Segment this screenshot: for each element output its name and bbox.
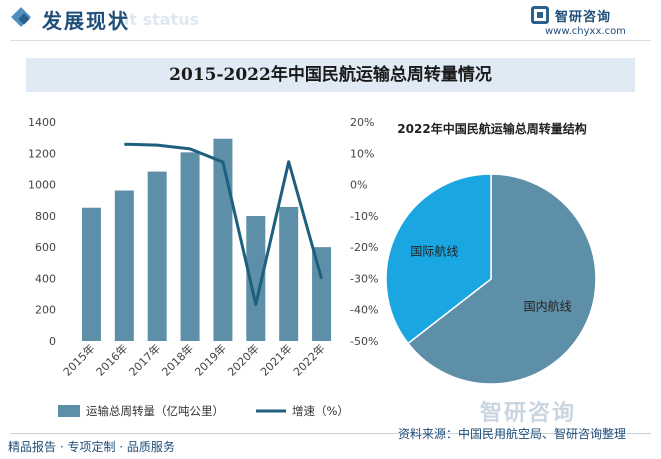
- x-tick-label: 2018年: [159, 341, 196, 378]
- y-tick-label: 1400: [28, 116, 56, 129]
- y2-tick-label: -30%: [350, 272, 378, 285]
- x-tick-label: 2015年: [60, 341, 97, 378]
- y-tick-label: 0: [49, 335, 56, 348]
- y-tick-label: 400: [35, 272, 56, 285]
- header-subtitle-watermark: nt status: [118, 10, 200, 29]
- bar-2020年: [246, 216, 266, 341]
- x-tick-label: 2020年: [224, 341, 261, 378]
- x-tick-label: 2017年: [126, 341, 163, 378]
- x-tick-label: 2016年: [93, 341, 130, 378]
- pie-slice-0: [406, 173, 597, 385]
- bar-2015年: [81, 207, 101, 341]
- x-tick-label: 2019年: [192, 341, 229, 378]
- bar-2022年: [312, 247, 332, 341]
- header: nt status 发展现状 智研咨询 www.chyxx.com: [0, 0, 661, 40]
- logo-icon: [531, 6, 549, 24]
- y-tick-label: 800: [35, 210, 56, 223]
- y-tick-label: 200: [35, 304, 56, 317]
- y2-tick-label: 10%: [350, 147, 374, 160]
- x-tick-label: 2021年: [257, 341, 294, 378]
- y-tick-label: 1200: [28, 147, 56, 160]
- pie-title: 2022年中国民航运输总周转量结构: [397, 121, 586, 136]
- pie-label: 国内航线: [524, 299, 572, 314]
- y2-tick-label: 20%: [350, 116, 374, 129]
- bar-2017年: [147, 171, 167, 341]
- y2-tick-label: -10%: [350, 210, 378, 223]
- pie-slice-1: [385, 173, 492, 345]
- growth-rate-line: [124, 142, 324, 306]
- data-source: 资料来源：中国民用航空局、智研咨询整理: [398, 427, 627, 441]
- footer-divider: [10, 433, 651, 434]
- y-tick-label: 600: [35, 241, 56, 254]
- bar-2016年: [114, 190, 134, 341]
- legend-bar-swatch: [58, 405, 80, 417]
- header-divider: [10, 40, 651, 41]
- brand-url: www.chyxx.com: [545, 26, 626, 37]
- x-tick-label: 2022年: [290, 341, 327, 378]
- bar-2019年: [213, 138, 233, 341]
- legend-line-label: 增速（%）: [292, 404, 349, 418]
- legend-bar-label: 运输总周转量（亿吨公里）: [86, 404, 224, 418]
- y2-tick-label: 0%: [350, 179, 367, 192]
- bar-2018年: [180, 152, 200, 341]
- footer-slogan: 精品报告 · 专项定制 · 品质服务: [8, 440, 175, 454]
- page-title: 发展现状: [42, 9, 130, 33]
- y2-tick-label: -50%: [350, 335, 378, 348]
- y2-tick-label: -20%: [350, 241, 378, 254]
- bottom-watermark: 智研咨询: [480, 401, 577, 426]
- y2-tick-label: -40%: [350, 304, 378, 317]
- brand-logo: 智研咨询 www.chyxx.com: [531, 4, 641, 42]
- brand-name: 智研咨询: [555, 10, 612, 25]
- pie-label: 国际航线: [410, 243, 458, 258]
- bar-2021年: [279, 206, 299, 341]
- y-tick-label: 1000: [28, 179, 56, 192]
- chart-banner: 2015-2022年中国民航运输总周转量情况: [26, 58, 635, 92]
- chart-title: 2015-2022年中国民航运输总周转量情况: [169, 65, 492, 85]
